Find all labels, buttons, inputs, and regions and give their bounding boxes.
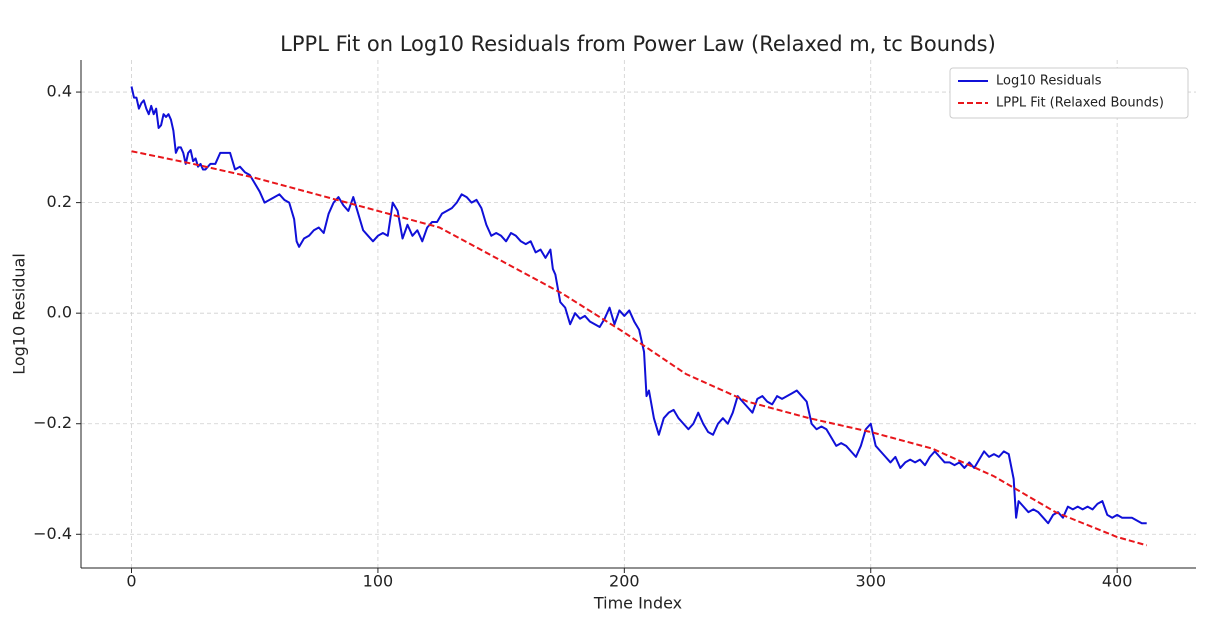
legend-label: LPPL Fit (Relaxed Bounds): [996, 96, 1164, 111]
legend-label: Log10 Residuals: [996, 74, 1102, 89]
x-tick-label: 300: [855, 572, 886, 591]
series-line: [130, 86, 1147, 525]
x-tick-label: 100: [363, 572, 394, 591]
y-tick-label: −0.2: [33, 413, 72, 432]
chart-title: LPPL Fit on Log10 Residuals from Power L…: [280, 32, 996, 56]
x-axis-label: Time Index: [593, 594, 682, 613]
y-tick-label: 0.4: [47, 82, 72, 101]
y-axis-label: Log10 Residual: [10, 253, 29, 375]
legend-box: [949, 67, 1189, 119]
x-tick-label: 400: [1102, 572, 1133, 591]
y-tick-label: −0.4: [33, 524, 72, 543]
y-tick-label: 0.2: [47, 192, 72, 211]
x-tick-label: 0: [126, 572, 136, 591]
series-line: [131, 150, 1147, 547]
x-tick-label: 200: [609, 572, 640, 591]
y-tick-label: 0.0: [47, 303, 72, 322]
